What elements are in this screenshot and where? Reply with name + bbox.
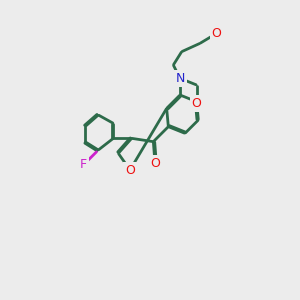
Text: O: O xyxy=(212,27,222,40)
Text: N: N xyxy=(175,72,185,85)
Text: F: F xyxy=(80,158,87,172)
Text: O: O xyxy=(192,97,202,110)
Text: O: O xyxy=(125,164,135,176)
Text: O: O xyxy=(150,157,160,170)
